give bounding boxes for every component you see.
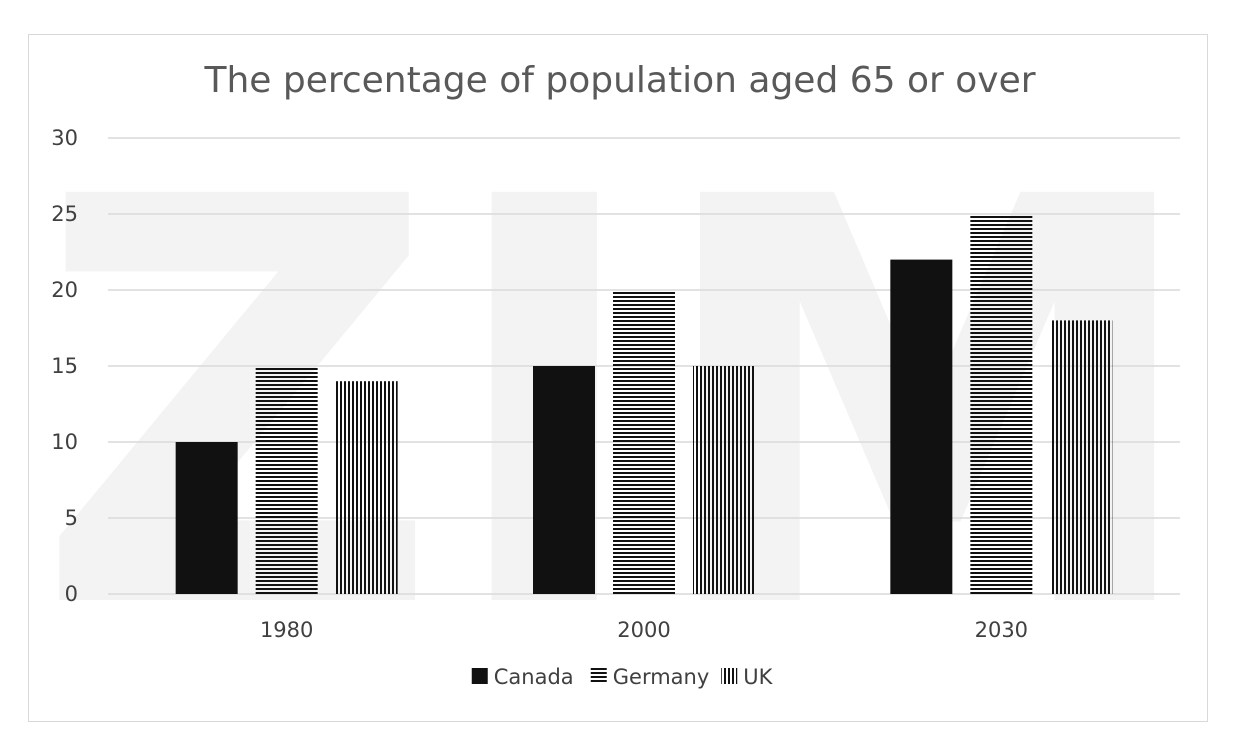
bars <box>175 214 1113 594</box>
bar-germany-2000 <box>613 290 675 594</box>
legend-label-canada: Canada <box>494 665 574 689</box>
bar-uk-1980 <box>335 381 398 594</box>
chart-title: The percentage of population aged 65 or … <box>203 60 1035 101</box>
x-tick-label: 2030 <box>975 618 1028 642</box>
y-tick-label: 25 <box>51 202 78 226</box>
y-tick-label: 0 <box>65 582 78 606</box>
y-tick-label: 30 <box>51 126 78 150</box>
y-tick-label: 5 <box>65 506 78 530</box>
bar-canada-1980 <box>175 442 238 594</box>
x-axis-ticks: 1980 2000 2030 <box>260 618 1028 642</box>
legend-swatch-germany <box>590 668 607 684</box>
legend-label-uk: UK <box>743 665 773 689</box>
bar-canada-2000 <box>533 366 595 594</box>
bar-canada-2030 <box>890 259 953 594</box>
bar-germany-1980 <box>255 366 318 594</box>
bar-uk-2000 <box>693 366 755 594</box>
y-tick-label: 10 <box>51 430 78 454</box>
legend-swatch-canada <box>471 668 488 684</box>
bar-germany-2030 <box>970 214 1033 594</box>
x-tick-label: 1980 <box>260 618 313 642</box>
x-tick-label: 2000 <box>617 618 670 642</box>
legend-swatch-uk <box>721 668 738 684</box>
y-tick-label: 20 <box>51 278 78 302</box>
legend-label-germany: Germany <box>613 665 710 689</box>
legend: Canada Germany UK <box>471 665 774 689</box>
y-axis-ticks: 0 5 10 15 20 25 30 <box>51 126 78 606</box>
bar-uk-2030 <box>1050 320 1113 594</box>
y-tick-label: 15 <box>51 354 78 378</box>
